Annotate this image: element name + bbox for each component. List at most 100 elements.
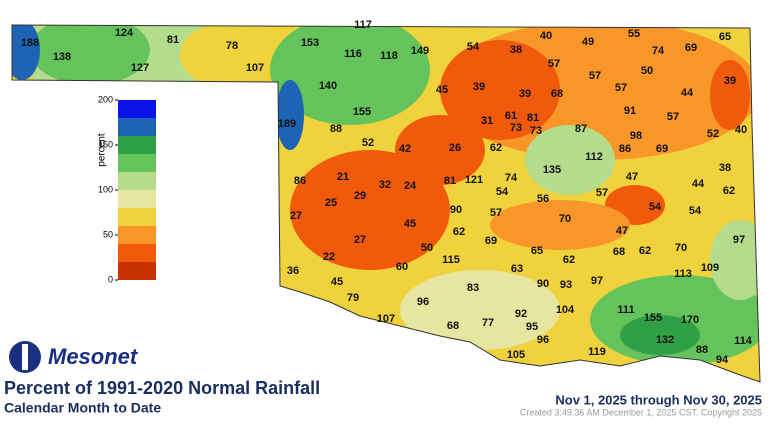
station-value: 104 <box>556 304 575 316</box>
station-value: 124 <box>115 27 134 39</box>
station-value: 170 <box>681 314 699 326</box>
station-value: 44 <box>681 87 694 99</box>
station-value: 115 <box>442 254 460 266</box>
colorbar-bin <box>118 154 156 172</box>
station-value: 140 <box>319 80 337 92</box>
station-value: 86 <box>294 175 306 187</box>
station-value: 63 <box>511 263 523 275</box>
station-value: 27 <box>354 234 366 246</box>
station-value: 86 <box>619 143 631 155</box>
station-value: 107 <box>246 62 264 74</box>
station-value: 29 <box>354 190 366 202</box>
station-value: 73 <box>510 122 522 134</box>
station-value: 62 <box>453 226 465 238</box>
station-value: 31 <box>481 115 493 127</box>
station-value: 44 <box>692 178 705 190</box>
station-value: 135 <box>543 164 561 176</box>
station-labels: 117 188 138 124 81 78 127 107 153 116 118 149 54 38 40… <box>21 19 753 366</box>
logo: Mesonet <box>9 341 139 373</box>
station-value: 45 <box>404 218 416 230</box>
credit: Created 3:49:36 AM December 1, 2025 CST.… <box>520 407 762 417</box>
station-value: 25 <box>325 197 337 209</box>
station-value: 91 <box>624 105 636 117</box>
station-value: 114 <box>734 335 753 347</box>
station-value: 62 <box>723 185 735 197</box>
station-value: 65 <box>531 245 543 257</box>
colorbar-label: percent <box>97 133 108 167</box>
station-value: 90 <box>537 278 549 290</box>
station-value: 189 <box>278 118 296 130</box>
station-value: 90 <box>450 204 462 216</box>
station-value: 119 <box>588 346 606 358</box>
station-value: 111 <box>617 304 634 316</box>
station-value: 88 <box>330 123 342 135</box>
station-value: 81 <box>527 112 539 124</box>
station-value: 79 <box>347 292 359 304</box>
station-value: 49 <box>582 36 594 48</box>
station-value: 73 <box>530 125 542 137</box>
station-value: 56 <box>537 193 549 205</box>
station-value: 69 <box>485 235 497 247</box>
station-value: 57 <box>667 111 679 123</box>
station-value: 69 <box>656 143 668 155</box>
station-value: 87 <box>575 123 587 135</box>
station-value: 39 <box>519 88 531 100</box>
station-value: 54 <box>467 41 480 53</box>
station-value: 40 <box>735 124 747 136</box>
station-value: 88 <box>696 344 708 356</box>
station-value: 121 <box>465 174 483 186</box>
station-value: 38 <box>719 162 731 174</box>
station-value: 50 <box>421 242 433 254</box>
station-value: 42 <box>399 143 411 155</box>
colorbar-bin <box>118 226 156 244</box>
state-border <box>11 24 761 383</box>
title: Percent of 1991-2020 Normal Rainfall <box>4 378 320 398</box>
station-value: 107 <box>377 313 395 325</box>
station-value: 24 <box>404 180 417 192</box>
station-value: 74 <box>505 172 518 184</box>
station-value: 83 <box>467 282 479 294</box>
colorbar-bin <box>118 136 156 154</box>
station-value: 68 <box>613 246 625 258</box>
station-value: 32 <box>379 179 391 191</box>
station-value: 52 <box>707 128 719 140</box>
subtitle: Calendar Month to Date <box>4 400 161 416</box>
station-value: 112 <box>585 151 603 163</box>
station-value: 47 <box>616 225 628 237</box>
station-value: 94 <box>716 354 729 366</box>
station-value: 57 <box>589 70 601 82</box>
period: Nov 1, 2025 through Nov 30, 2025 <box>555 392 762 407</box>
station-value: 65 <box>719 31 731 43</box>
station-value: 149 <box>411 45 429 57</box>
station-value: 39 <box>724 75 736 87</box>
station-value: 50 <box>641 65 653 77</box>
station-value: 97 <box>591 275 603 287</box>
colorbar-bin <box>118 244 156 262</box>
colorbar-bin <box>118 190 156 208</box>
station-value: 74 <box>652 45 665 57</box>
station-value: 52 <box>362 137 374 149</box>
station-value: 54 <box>649 201 662 213</box>
colorbar-tick-label: 200 <box>98 94 113 104</box>
station-value: 116 <box>344 48 362 60</box>
station-value: 96 <box>537 334 549 346</box>
station-value: 54 <box>496 186 509 198</box>
station-value: 45 <box>436 84 448 96</box>
station-value: 95 <box>526 321 538 333</box>
station-value: 57 <box>490 207 502 219</box>
station-value: 105 <box>507 349 525 361</box>
station-value: 127 <box>131 62 149 74</box>
station-value: 155 <box>353 106 371 118</box>
station-value: 69 <box>685 42 697 54</box>
station-value: 96 <box>417 296 429 308</box>
station-value: 21 <box>337 171 349 183</box>
station-value: 57 <box>615 82 627 94</box>
station-value: 118 <box>380 50 398 62</box>
station-value: 61 <box>505 110 517 122</box>
station-value: 81 <box>444 175 456 187</box>
station-value: 188 <box>21 37 39 49</box>
station-value: 47 <box>626 171 638 183</box>
colorbar-tick-label: 100 <box>98 184 113 194</box>
